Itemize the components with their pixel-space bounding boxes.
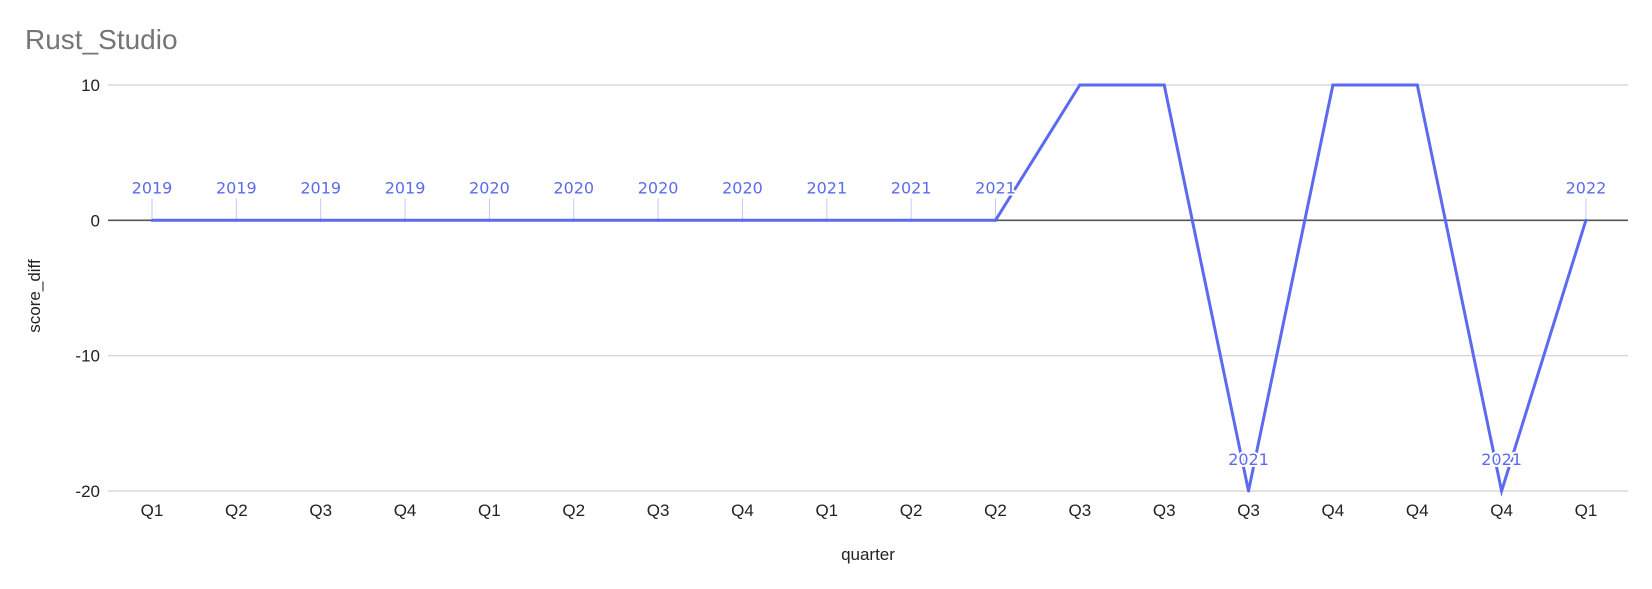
data-label-5: 2020 [553,178,594,197]
data-point-2 [319,218,323,222]
data-label-13: 2021 [1228,450,1269,469]
data-label-16: 2021 [1481,450,1522,469]
x-tick-label-9: Q2 [900,501,923,520]
drop-lines [151,198,1587,221]
x-tick-label-12: Q3 [1153,501,1176,520]
data-point-12 [1162,83,1166,87]
y-tick-label-1: 0 [91,211,100,230]
data-point-1 [234,218,238,222]
x-tick-label-6: Q3 [647,501,670,520]
x-tick-label-1: Q2 [225,501,248,520]
series-line-group [150,83,1588,497]
x-tick-label-2: Q3 [309,501,332,520]
x-tick-label-10: Q2 [984,501,1007,520]
data-point-11 [1078,83,1082,87]
data-point-8 [825,218,829,222]
data-point-15 [1415,83,1419,87]
data-point-7 [740,218,744,222]
x-tick-label-14: Q4 [1322,501,1345,520]
gridlines [108,84,1628,492]
x-tick-labels: Q1 Q2 Q3 Q4 Q1 Q2 Q3 Q4 Q1 Q2 Q2 Q3 Q3 Q3 Q4 Q4 Q4 Q1 [141,501,1598,520]
data-point-17 [1584,218,1588,222]
x-axis-label: quarter [841,545,895,564]
data-point-16 [1500,489,1504,493]
y-tick-labels: 10 0 -10 -20 [75,76,100,501]
data-label-4: 2020 [469,178,510,197]
data-labels: 2019 2019 2019 2019 2020 2020 2020 2020 2021 2021… [130,176,1609,471]
data-label-6: 2020 [638,178,679,197]
data-label-10: 2021 [975,178,1016,197]
data-label-0: 2019 [132,178,173,197]
y-tick-label-0: 10 [81,76,100,95]
data-label-8: 2021 [806,178,847,197]
x-tick-label-13: Q3 [1237,501,1260,520]
data-label-17: 2022 [1566,178,1607,197]
data-point-5 [572,218,576,222]
y-tick-label-3: -20 [75,482,100,501]
data-point-14 [1331,83,1335,87]
data-point-0 [150,218,154,222]
x-tick-label-5: Q2 [562,501,585,520]
data-label-1: 2019 [216,178,257,197]
data-label-3: 2019 [385,178,426,197]
data-point-9 [909,218,913,222]
x-tick-label-17: Q1 [1575,501,1598,520]
data-label-2: 2019 [300,178,341,197]
x-tick-label-15: Q4 [1406,501,1429,520]
x-tick-label-8: Q1 [815,501,838,520]
chart-title: Rust_Studio [25,24,178,55]
x-tick-label-7: Q4 [731,501,754,520]
x-tick-label-0: Q1 [141,501,164,520]
x-tick-label-11: Q3 [1069,501,1092,520]
x-tick-label-4: Q1 [478,501,501,520]
data-point-13 [1247,489,1251,493]
data-point-3 [403,218,407,222]
data-point-4 [487,218,491,222]
x-tick-label-16: Q4 [1490,501,1513,520]
data-point-10 [994,218,997,222]
data-label-9: 2021 [891,178,932,197]
data-label-7: 2020 [722,178,763,197]
x-tick-label-3: Q4 [394,501,417,520]
y-tick-label-2: -10 [75,347,100,366]
series-line [152,83,1588,497]
data-point-6 [656,218,660,222]
y-axis-label: score_diff [25,259,44,333]
